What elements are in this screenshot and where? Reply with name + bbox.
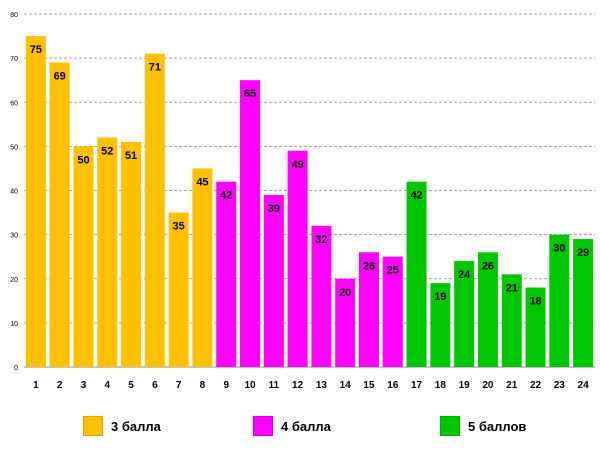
data-label: 29 — [577, 247, 589, 259]
data-label: 32 — [315, 234, 327, 246]
bar — [477, 252, 498, 367]
x-tick-label: 6 — [152, 380, 158, 391]
x-tick-label: 12 — [292, 380, 304, 391]
x-tick-label: 23 — [554, 380, 566, 391]
x-tick-label: 14 — [340, 380, 352, 391]
data-label: 26 — [363, 260, 375, 272]
y-tick-label: 20 — [10, 277, 18, 284]
x-tick-label: 21 — [506, 380, 518, 391]
legend-item-4-balla: 4 балла — [253, 414, 331, 438]
legend-label-5-ballov: 5 баллов — [468, 418, 527, 434]
bar — [287, 150, 308, 367]
data-label: 18 — [529, 296, 541, 308]
bar — [121, 141, 142, 367]
data-label: 25 — [387, 265, 399, 277]
bar — [168, 212, 189, 367]
x-tick-label: 18 — [435, 380, 447, 391]
bar — [454, 261, 475, 367]
x-tick-label: 22 — [530, 380, 542, 391]
x-tick-label: 4 — [104, 380, 110, 391]
bar — [382, 256, 403, 367]
bar — [406, 181, 427, 367]
x-tick-label: 2 — [57, 380, 63, 391]
data-label: 51 — [125, 150, 137, 162]
y-tick-label: 30 — [10, 233, 18, 240]
data-label: 24 — [458, 269, 471, 281]
data-label: 65 — [244, 88, 256, 100]
bar — [501, 274, 522, 367]
data-label: 30 — [553, 243, 565, 255]
bar — [73, 146, 94, 367]
data-label: 71 — [149, 62, 161, 74]
bar — [240, 80, 261, 367]
bar — [573, 239, 594, 367]
legend-swatch-3-balla — [83, 416, 103, 436]
bar — [192, 168, 213, 367]
legend-swatch-5-ballov — [440, 416, 460, 436]
x-tick-label: 5 — [128, 380, 134, 391]
legend-label-3-balla: 3 балла — [111, 418, 161, 434]
bar-chart: 0102030405060708075169250352451571635745… — [10, 12, 595, 391]
bar — [335, 278, 356, 367]
y-tick-label: 40 — [10, 189, 18, 196]
data-label: 21 — [506, 282, 518, 294]
x-tick-label: 24 — [578, 380, 590, 391]
data-label: 42 — [220, 190, 232, 202]
legend-label-4-balla: 4 балла — [281, 418, 331, 434]
x-tick-label: 1 — [33, 380, 39, 391]
x-tick-label: 17 — [411, 380, 423, 391]
data-label: 26 — [482, 260, 494, 272]
bar — [549, 234, 570, 367]
bar — [144, 53, 165, 368]
y-tick-label: 60 — [10, 100, 18, 107]
data-label: 69 — [54, 71, 66, 83]
bar — [49, 62, 70, 367]
data-label: 50 — [77, 154, 89, 166]
bar — [311, 225, 332, 367]
data-label: 49 — [291, 159, 303, 171]
y-tick-label: 80 — [10, 12, 18, 19]
bar — [216, 181, 237, 367]
x-tick-label: 16 — [387, 380, 399, 391]
y-tick-label: 70 — [10, 56, 18, 63]
data-label: 45 — [196, 176, 208, 188]
x-tick-label: 3 — [81, 380, 87, 391]
data-label: 75 — [30, 44, 42, 56]
legend-swatch-4-balla — [253, 416, 273, 436]
x-tick-label: 9 — [223, 380, 229, 391]
data-label: 52 — [101, 146, 113, 158]
x-tick-label: 11 — [269, 380, 280, 391]
x-tick-label: 8 — [200, 380, 206, 391]
data-label: 39 — [268, 203, 280, 215]
x-tick-label: 19 — [459, 380, 471, 391]
data-label: 42 — [410, 190, 422, 202]
bar — [430, 283, 451, 367]
x-tick-label: 10 — [244, 380, 256, 391]
bar — [525, 287, 546, 367]
legend: 3 балла 4 балла 5 баллов — [0, 400, 600, 452]
bar — [263, 194, 284, 367]
legend-item-5-ballov: 5 баллов — [440, 414, 526, 438]
data-label: 20 — [339, 287, 351, 299]
data-label: 35 — [173, 221, 185, 233]
legend-item-3-balla: 3 балла — [83, 414, 161, 438]
x-tick-label: 13 — [316, 380, 328, 391]
x-tick-label: 20 — [482, 380, 494, 391]
data-label: 19 — [434, 291, 446, 303]
y-tick-label: 0 — [14, 365, 18, 372]
bar — [358, 252, 379, 367]
x-tick-label: 7 — [176, 380, 182, 391]
bar — [97, 137, 118, 367]
x-tick-label: 15 — [363, 380, 375, 391]
y-tick-label: 50 — [10, 144, 18, 151]
bar — [25, 36, 46, 367]
y-tick-label: 10 — [10, 321, 18, 328]
